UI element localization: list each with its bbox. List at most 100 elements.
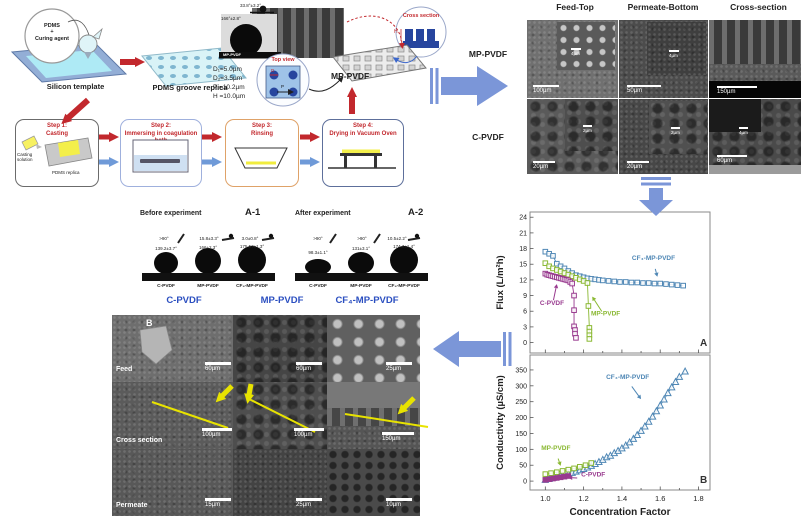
svg-text:C-PVDF: C-PVDF [581, 472, 605, 479]
ca-sample-label: MP-PVDF [223, 51, 241, 57]
sem-c-cross-strip [709, 165, 801, 174]
after-name-3: CF₄-MP-PVDF [388, 284, 420, 289]
semb-perm-1 [112, 449, 233, 516]
d-dim-label: D [271, 68, 275, 73]
svg-text:300: 300 [515, 383, 527, 390]
step-2-subtitle: Immersing in coagulation bath [124, 130, 198, 145]
ca-large-value: 166°±2.8° [221, 16, 241, 21]
svg-text:1.2: 1.2 [578, 494, 588, 503]
col-header-feed-top: Feed-Top [556, 2, 594, 12]
svg-text:Conductivity (µS/cm): Conductivity (µS/cm) [495, 375, 506, 470]
sem-mp-cross-pillars [709, 20, 801, 66]
sem-c-feed-inset: 2µm [565, 99, 618, 151]
sem-mp-cross: 150µm [709, 20, 801, 98]
step-1-title: Step 1: [46, 123, 67, 129]
scale-label: 100µm [202, 431, 221, 438]
after-sliding-3: 10.5±2.2° [387, 236, 407, 241]
material-cf4-mp-pvdf: CF₄-MP-PVDF [335, 295, 399, 306]
semb-feed-1 [112, 315, 233, 382]
svg-text:200: 200 [515, 415, 527, 422]
scale-label: 25µm [386, 365, 402, 372]
svg-text:0: 0 [523, 479, 527, 486]
sem-c-permeate: 2µm 20µm [619, 99, 708, 174]
sem-mp-feed: 4µm 100µm [527, 20, 618, 98]
col-header-cross-section: Cross-section [730, 2, 787, 12]
scale-label: 20µm [627, 164, 643, 170]
step-3-title: Step 3: [251, 123, 272, 129]
svg-text:MP-PVDF: MP-PVDF [591, 310, 620, 317]
p-dim-label: P [281, 84, 285, 89]
conductivity-chart: 0 50 100 150 200 250 300 350 1.0 1.2 1.4 1.6 1.8 Conc… [495, 354, 711, 518]
scale-label: 60µm [205, 365, 221, 372]
after-sliding-2: >90° [357, 236, 367, 241]
before-angle-1: 139.2±3.7° [155, 246, 177, 251]
inset-scale: 4µm [571, 51, 580, 56]
dimension-h: H =10.0µm [213, 93, 246, 100]
row-label-permeate: Permeate [116, 502, 148, 509]
sem-c-cross: 4µm 60µm [709, 99, 801, 174]
svg-text:12: 12 [519, 277, 527, 284]
material-c-pvdf: C-PVDF [166, 295, 202, 306]
svg-text:1.8: 1.8 [693, 494, 703, 503]
semb-feed-3 [327, 315, 420, 382]
sem-mp-permeate-inset: 4µm [647, 22, 706, 75]
svg-text:1.6: 1.6 [655, 494, 665, 503]
sem-c-permeate-inset: 2µm [649, 101, 707, 154]
pdms-replica-note: PDMS replica [52, 170, 80, 175]
svg-text:50: 50 [519, 463, 527, 470]
panel-b-tag: B [146, 318, 153, 328]
semb-perm-3 [327, 449, 420, 516]
before-sliding-3: 3.0±0.8° [241, 236, 259, 241]
before-title: Before experiment [140, 210, 202, 217]
after-title: After experiment [295, 210, 351, 217]
after-name-2: MP-PVDF [350, 284, 372, 289]
after-name-1: C-PVDF [309, 284, 327, 289]
array-label: MP-PVDF [331, 71, 370, 81]
svg-text:18: 18 [519, 246, 527, 253]
sem-c-cross-inset [709, 99, 761, 132]
arrow-right-big [430, 66, 508, 106]
svg-text:150: 150 [515, 431, 527, 438]
scale-label: 10µm [386, 501, 402, 508]
step-2-title: Step 2: [150, 123, 171, 129]
svg-text:250: 250 [515, 399, 527, 406]
svg-text:Concentration Factor: Concentration Factor [569, 507, 670, 518]
flask-icon [78, 34, 98, 54]
step-4-box: Step 4: Drying in Vacuum Oven [322, 119, 404, 187]
sem-c-feed: 2µm 20µm [527, 99, 618, 174]
svg-text:C-PVDF: C-PVDF [540, 300, 564, 307]
before-sliding-1: >90° [159, 236, 169, 241]
svg-text:6: 6 [523, 309, 527, 316]
svg-text:A: A [700, 338, 707, 349]
step-2-box: Step 2: Immersing in coagulation bath [120, 119, 202, 187]
casting-solution-note: Casting solution [17, 152, 33, 163]
scale-label: 60µm [296, 365, 312, 372]
step-3-box: Step 3: Rinsing [225, 119, 299, 187]
svg-text:1.0: 1.0 [540, 494, 550, 503]
semb-cross-2 [233, 382, 327, 449]
cross-section-label: Cross section [402, 13, 440, 19]
dimension-p: P =10.2µm [213, 84, 245, 91]
row-label-mp-pvdf: MP-PVDF [468, 49, 508, 59]
pillar-sem-image [252, 8, 344, 58]
svg-text:Flux (L/m²h): Flux (L/m²h) [495, 255, 506, 309]
scale-label: 100µm [294, 431, 313, 438]
scale-label: 50µm [627, 88, 643, 94]
scale-label: 15µm [205, 501, 221, 508]
svg-text:CF₄-MP-PVDF: CF₄-MP-PVDF [632, 255, 675, 262]
row-label-c-pvdf: C-PVDF [472, 132, 504, 142]
after-sliding-1: >90° [313, 236, 323, 241]
before-name-2: MP-PVDF [197, 284, 219, 289]
scale-label: 150µm [717, 89, 736, 95]
scale-label: 150µm [382, 435, 401, 442]
step-3-subtitle: Rinsing [251, 130, 273, 137]
flux-chart: 0 3 6 9 12 15 18 21 24 Flux (L/m²h) CF₄-MP-PVDF C-P… [495, 211, 711, 354]
row-label-cross-section: Cross section [116, 437, 163, 444]
sem-mp-cross-base [709, 64, 801, 82]
h-dim-label: H [394, 29, 398, 35]
svg-text:0: 0 [523, 340, 527, 347]
top-view-label: Top view [271, 57, 295, 63]
semb-feed-2 [233, 315, 327, 382]
semb-cross-3-teeth [327, 408, 420, 426]
before-angle-2: 166±2.3° [198, 245, 218, 250]
